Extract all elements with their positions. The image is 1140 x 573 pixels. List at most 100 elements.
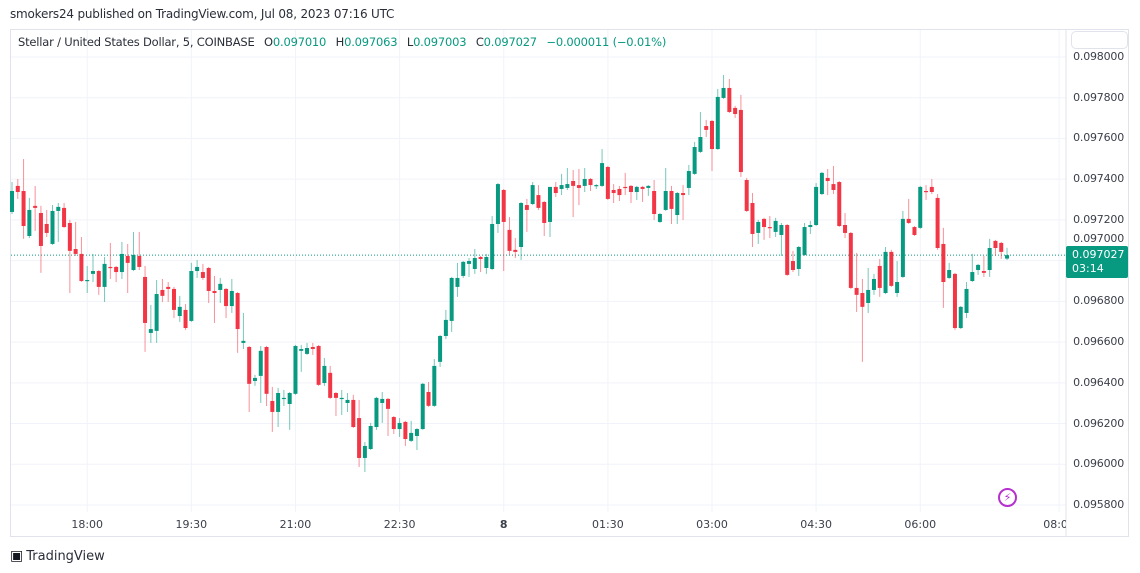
time-tick-label: 21:00 — [279, 518, 312, 531]
candle-body — [762, 218, 767, 228]
candle-down — [750, 193, 755, 247]
symbol-name[interactable]: Stellar / United States Dollar, 5, COINB… — [18, 35, 255, 49]
candle-body — [166, 286, 171, 289]
candle-body — [819, 172, 824, 195]
symbol-legend: Stellar / United States Dollar, 5, COINB… — [18, 35, 666, 49]
candle-body — [993, 240, 998, 249]
time-tick-label: 03:00 — [696, 518, 728, 531]
candle-up — [819, 171, 824, 196]
candle-up — [27, 197, 32, 239]
candle-down — [351, 394, 356, 429]
candle-down — [785, 223, 790, 276]
candle-body — [964, 288, 969, 313]
candle-body — [831, 184, 836, 190]
lightning-bolt-icon[interactable]: ⚡ — [998, 488, 1017, 507]
candle-up — [490, 216, 495, 271]
candle-body — [837, 182, 842, 227]
candle-body — [906, 218, 911, 223]
candle-body — [686, 171, 691, 188]
time-tick-label: 8 — [499, 518, 508, 531]
candle-body — [368, 425, 373, 449]
candle-up — [241, 312, 246, 350]
candle-down — [212, 275, 217, 323]
price-tick-label: 0.096800 — [1073, 294, 1124, 308]
candle-down — [611, 184, 616, 204]
chart-pane[interactable] — [10, 29, 1129, 537]
candle-body — [513, 249, 518, 252]
candle-up — [252, 374, 257, 386]
candle-down — [160, 278, 165, 302]
candle-down — [403, 420, 408, 446]
candle-down — [652, 179, 657, 220]
candle-down — [860, 278, 865, 362]
candle-body — [200, 272, 205, 278]
candle-body — [102, 263, 107, 287]
candle-body — [895, 282, 900, 294]
candle-down — [114, 265, 119, 283]
candle-body — [889, 251, 894, 286]
candle-down — [837, 181, 842, 228]
candle-body — [594, 185, 599, 187]
candle-up — [449, 276, 454, 332]
candle-up — [715, 88, 720, 150]
candle-up — [229, 278, 234, 313]
candle-down — [67, 219, 72, 294]
candle-body — [501, 189, 506, 222]
candle-body — [125, 255, 130, 263]
candle-down — [576, 169, 581, 206]
candle-body — [623, 186, 628, 189]
candle-down — [941, 227, 946, 308]
candle-body — [854, 287, 859, 295]
candle-down — [166, 282, 171, 302]
candle-body — [669, 190, 674, 209]
candle-down — [790, 250, 795, 273]
candle-down — [623, 172, 628, 196]
candle-body — [212, 290, 217, 294]
candle-down — [681, 185, 686, 220]
price-tick-label: 0.096200 — [1073, 416, 1124, 430]
candle-body — [455, 277, 460, 287]
candle-up — [472, 249, 477, 274]
candle-down — [79, 237, 84, 283]
candle-down — [993, 239, 998, 256]
candle-down — [605, 165, 610, 200]
candle-body — [62, 207, 67, 228]
candle-body — [866, 289, 871, 303]
candle-body — [241, 340, 246, 343]
time-tick-label: 19:30 — [175, 518, 208, 531]
candle-up — [866, 267, 871, 313]
candle-body — [322, 365, 327, 384]
time-axis[interactable]: 18:00 19:30 21:00 22:30 8 01:30 03:00 04:30 06:0… — [11, 510, 1066, 536]
candle-up — [177, 295, 182, 322]
candle-body — [790, 261, 795, 271]
candle-down — [513, 238, 518, 258]
candle-body — [941, 243, 946, 283]
candle-down — [733, 105, 738, 118]
candle-body — [119, 253, 124, 273]
candle-down — [912, 226, 917, 236]
candle-body — [970, 272, 975, 281]
candle-up — [646, 185, 651, 196]
candle-up — [299, 344, 304, 372]
candle-body — [582, 178, 587, 186]
candle-body — [709, 120, 714, 150]
candle-body — [310, 346, 315, 350]
candle-body — [362, 445, 367, 458]
candle-body — [900, 218, 905, 277]
candle-down — [848, 231, 853, 289]
chart-settings-button[interactable] — [1071, 31, 1128, 49]
candle-body — [218, 283, 223, 290]
candle-down — [831, 165, 836, 195]
candle-body — [692, 147, 697, 174]
candle-up — [339, 389, 344, 415]
candle-down — [999, 241, 1004, 260]
candle-body — [108, 266, 113, 269]
candle-down — [924, 185, 929, 200]
candle-up — [380, 391, 385, 423]
low-label: L — [406, 35, 414, 49]
candle-up — [10, 182, 14, 215]
candle-body — [935, 197, 940, 249]
candle-body — [871, 278, 876, 290]
candle-down — [264, 345, 269, 407]
